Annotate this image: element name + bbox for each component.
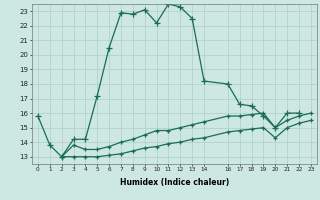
X-axis label: Humidex (Indice chaleur): Humidex (Indice chaleur)	[120, 178, 229, 187]
